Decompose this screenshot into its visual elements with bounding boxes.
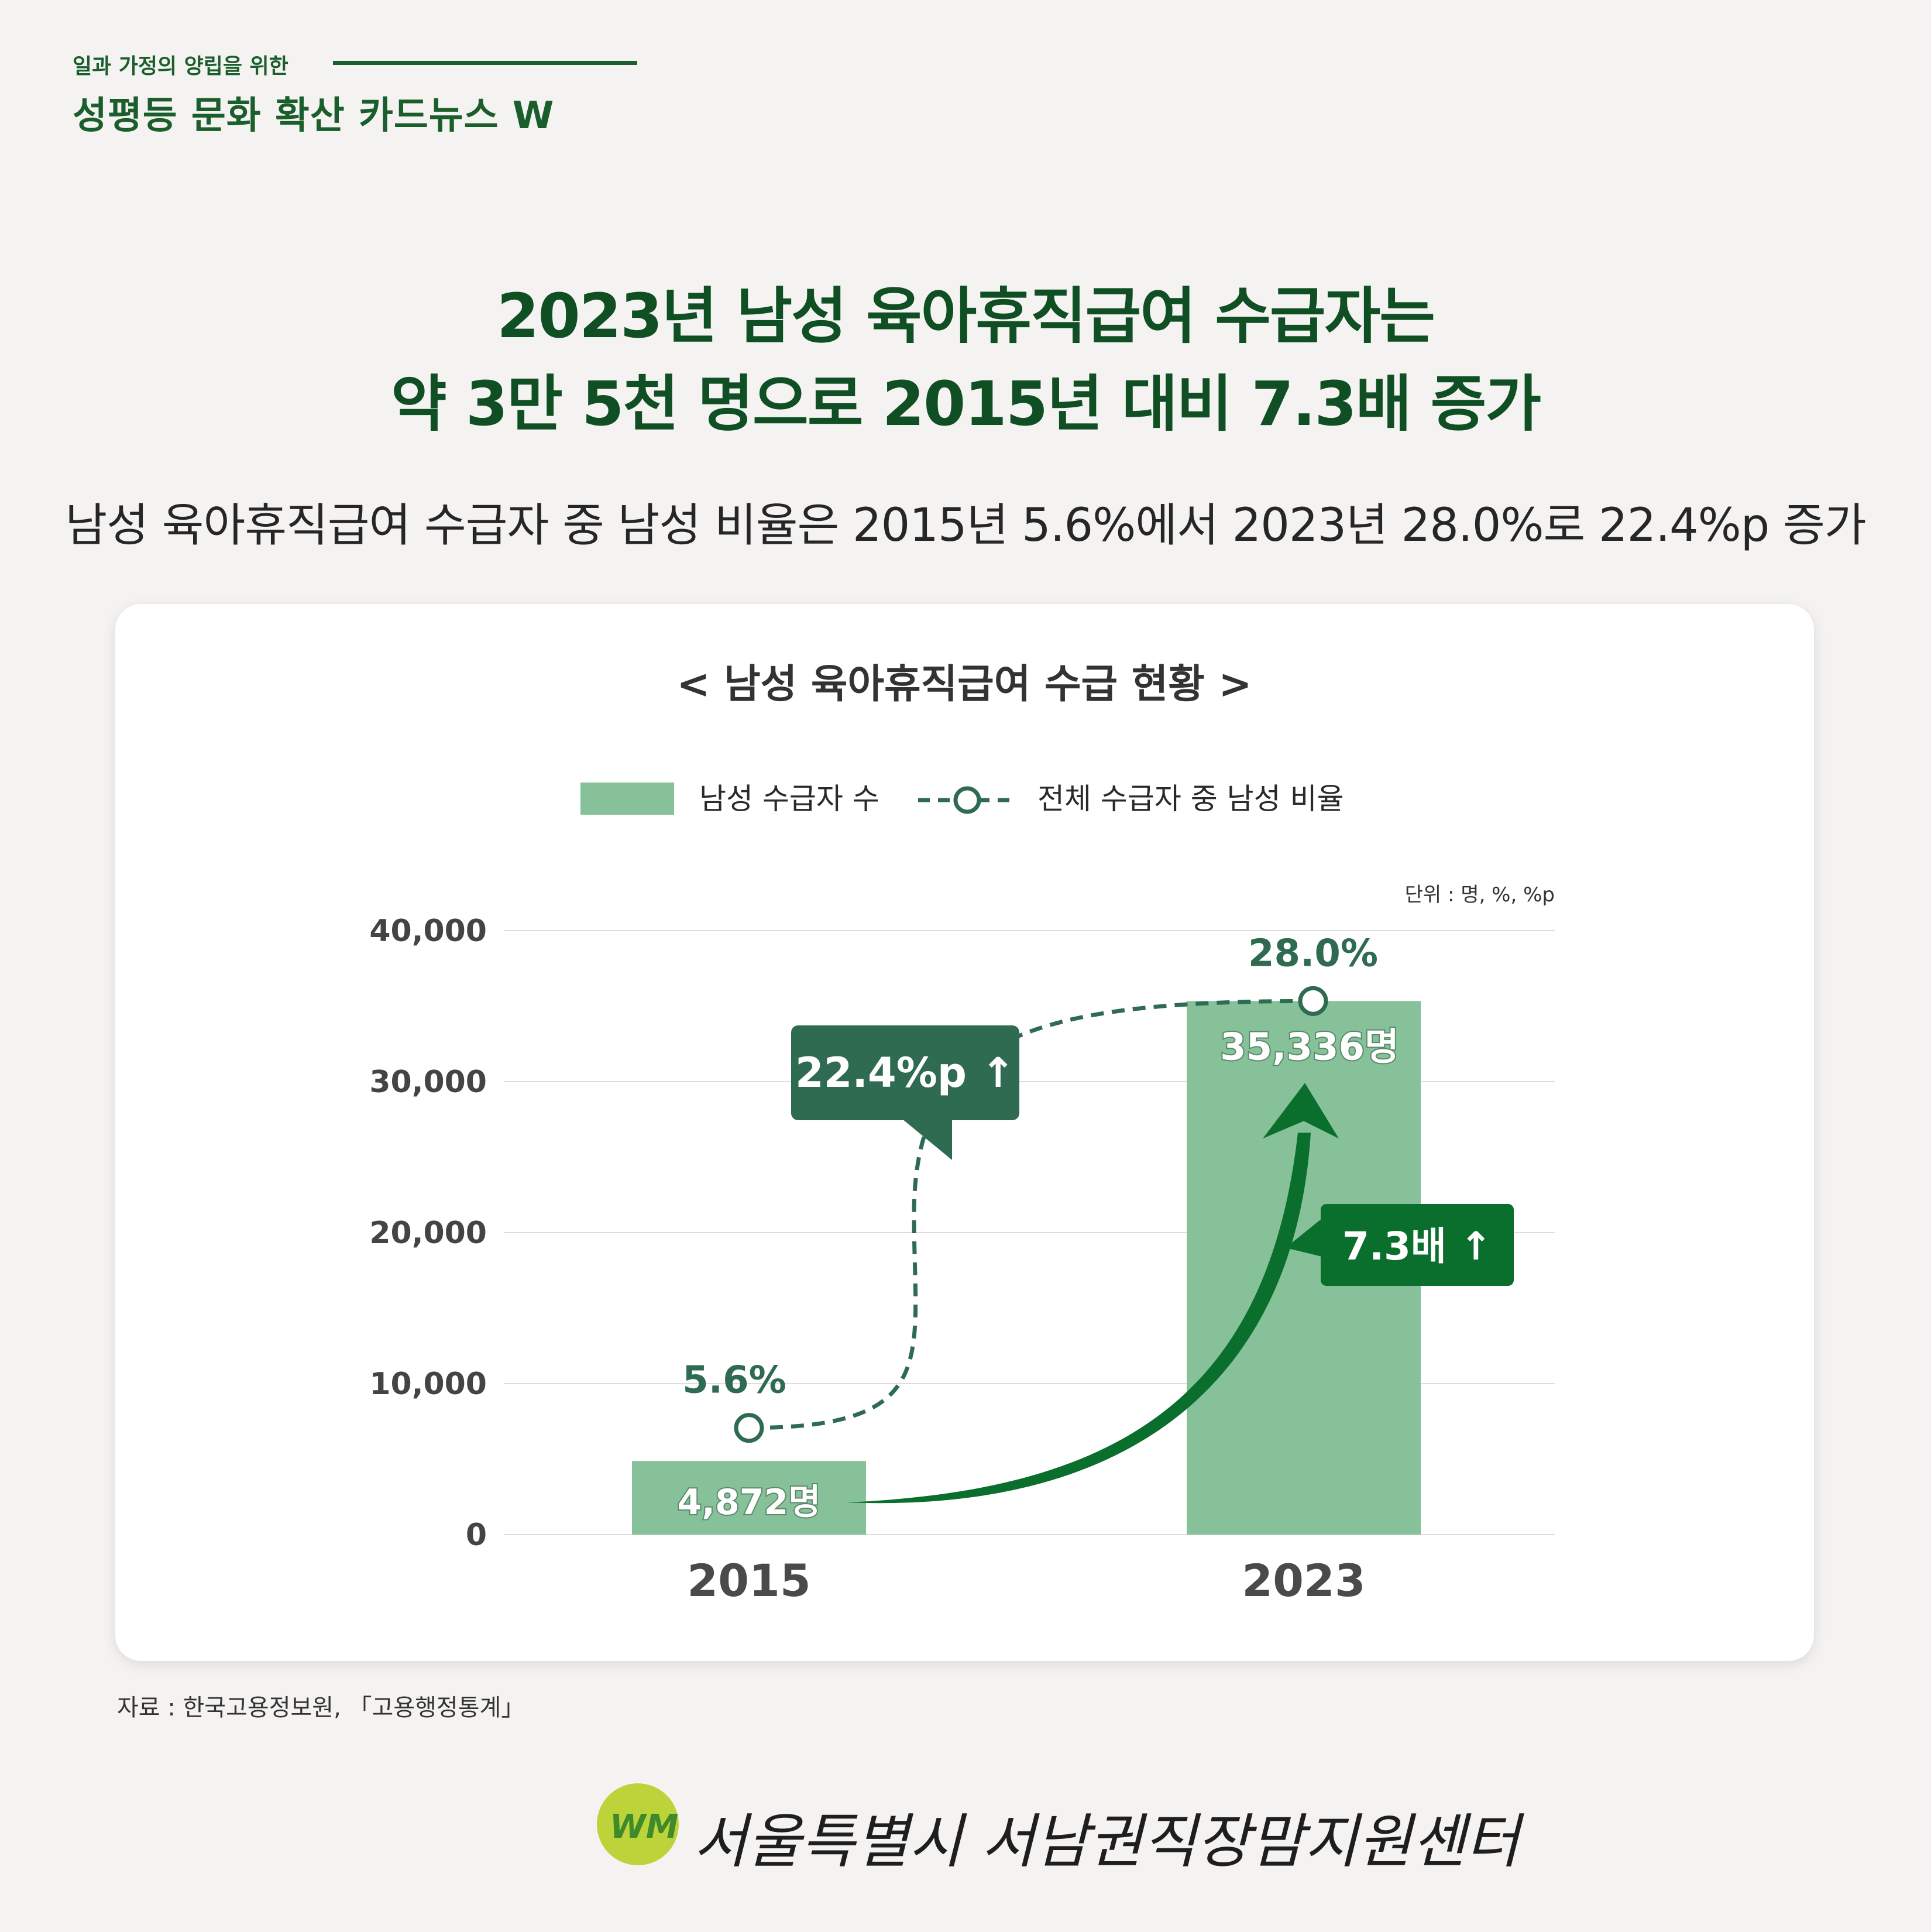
y-tick-label: 10,000 xyxy=(369,1367,487,1402)
callout-count-increase: 7.3배 ↑ xyxy=(1286,1204,1514,1286)
x-tick-label: 2015 xyxy=(687,1554,811,1607)
y-tick-label: 20,000 xyxy=(369,1216,487,1251)
series-header: 일과 가정의 양립을 위한 성평등 문화 확산 카드뉴스 W xyxy=(73,49,637,139)
legend-swatch-bar xyxy=(580,783,674,815)
subheadline: 남성 육아휴직급여 수급자 중 남성 비율은 2015년 5.6%에서 2023… xyxy=(65,499,1866,552)
x-tick-label: 2023 xyxy=(1242,1554,1366,1607)
ratio-line-layer xyxy=(734,986,1328,1443)
chart-title: < 남성 육아휴직급여 수급 현황 > xyxy=(676,661,1252,708)
ratio-data-label: 5.6% xyxy=(682,1359,786,1402)
callout-ratio-pointer xyxy=(902,1119,952,1160)
y-tick-label: 0 xyxy=(466,1518,487,1553)
label-layer: 2015 2023 5.6% 28.0% 4,872명 35,336명 xyxy=(676,932,1400,1607)
ratio-point xyxy=(734,1413,764,1443)
callout-ratio-increase: 22.4%p ↑ xyxy=(791,1025,1019,1160)
legend-label-line: 전체 수급자 중 남성 비율 xyxy=(1037,782,1344,816)
bar-data-label: 35,336명 xyxy=(1220,1025,1399,1069)
legend-swatch-marker xyxy=(953,786,981,814)
ratio-data-label: 28.0% xyxy=(1248,932,1378,975)
ratio-point xyxy=(1298,986,1328,1016)
series-divider xyxy=(333,61,637,65)
chart-card: < 남성 육아휴직급여 수급 현황 > 남성 수급자 수 전체 수급자 중 남성… xyxy=(115,604,1814,1661)
series-title: 성평등 문화 확산 카드뉴스 W xyxy=(73,94,555,138)
logo-lettering: WM xyxy=(610,1808,679,1846)
callout-ratio-box xyxy=(791,1025,1019,1120)
organization-logo: WM xyxy=(597,1783,679,1865)
y-tick-label: 30,000 xyxy=(369,1065,487,1100)
headline-line-1: 2023년 남성 육아휴직급여 수급자는 xyxy=(497,280,1435,352)
data-source: 자료 : 한국고용정보원, 「고용행정통계」 xyxy=(117,1694,525,1721)
bar xyxy=(632,1461,866,1535)
headline-line-2: 약 3만 5천 명으로 2015년 대비 7.3배 증가 xyxy=(390,368,1541,440)
growth-arrow-layer xyxy=(846,1083,1339,1504)
chart: < 남성 육아휴직급여 수급 현황 > 남성 수급자 수 전체 수급자 중 남성… xyxy=(369,661,1555,1607)
organization-name: 서울특별시 서남권직장맘지원센터 xyxy=(693,1807,1520,1876)
bar-data-label: 4,872명 xyxy=(678,1482,821,1523)
legend-label-bar: 남성 수급자 수 xyxy=(699,782,879,816)
unit-note: 단위 : 명, %, %p xyxy=(1405,883,1555,907)
callout-ratio-text: 22.4%p ↑ xyxy=(795,1049,1015,1097)
callout-count-text: 7.3배 ↑ xyxy=(1342,1224,1492,1269)
callout-count-box xyxy=(1321,1204,1514,1286)
footer-organization: WM 서울특별시 서남권직장맘지원센터 xyxy=(597,1776,1520,1876)
callout-count-pointer xyxy=(1286,1219,1322,1257)
growth-arrow-head xyxy=(1263,1083,1339,1139)
series-subtitle: 일과 가정의 양립을 위한 xyxy=(73,54,288,78)
ratio-line xyxy=(748,998,1314,1430)
headline: 2023년 남성 육아휴직급여 수급자는 약 3만 5천 명으로 2015년 대… xyxy=(0,272,1931,448)
y-tick-label: 40,000 xyxy=(369,914,487,949)
